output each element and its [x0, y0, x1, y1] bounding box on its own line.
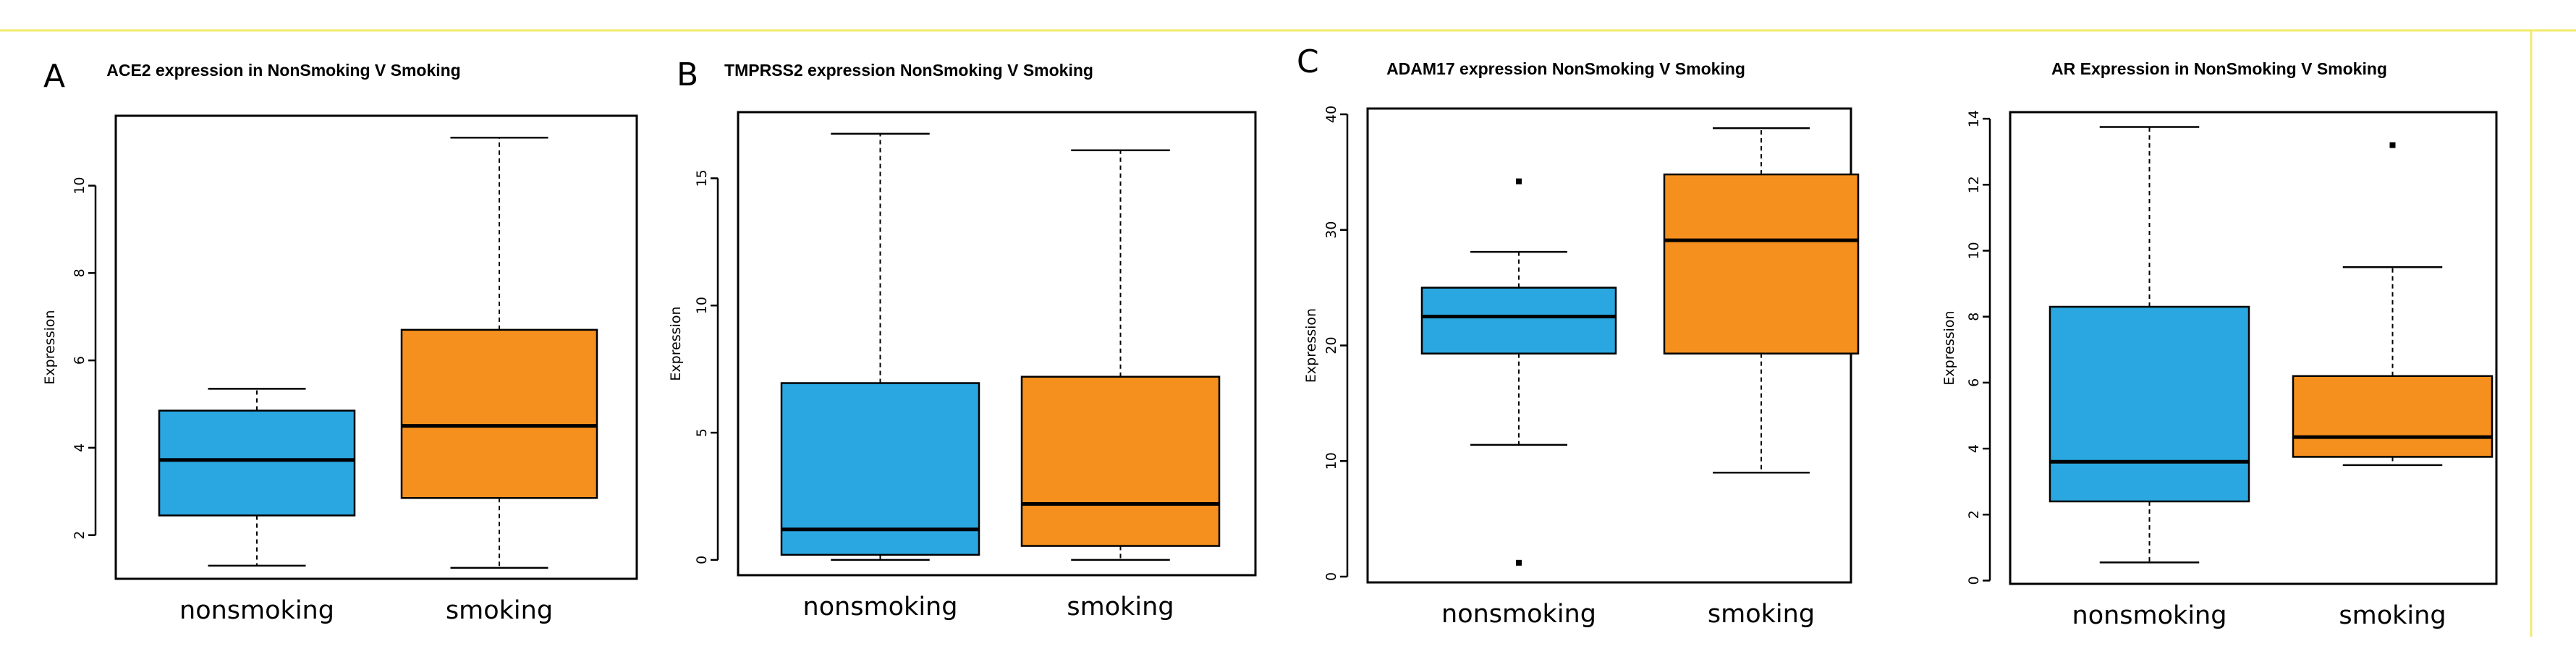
y-tick-label: 0 — [1323, 572, 1339, 581]
chart-title: TMPRSS2 expression NonSmoking V Smoking — [724, 61, 1093, 80]
box-smoking — [1020, 375, 1221, 547]
chart-title: ADAM17 expression NonSmoking V Smoking — [1386, 59, 1745, 78]
y-tick-label: 14 — [1966, 110, 1982, 127]
box-nonsmoking — [158, 409, 356, 517]
y-axis-label: Expression — [1303, 308, 1319, 383]
outlier-point — [2389, 142, 2396, 148]
y-tick-label: 0 — [1966, 576, 1982, 585]
y-tick-label: 30 — [1323, 221, 1339, 239]
plot-frame — [2009, 111, 2498, 585]
y-tick-label: 10 — [1323, 452, 1339, 470]
y-tick-label: 0 — [694, 556, 710, 564]
x-category-label: nonsmoking — [2072, 601, 2227, 630]
y-tick-label: 6 — [72, 356, 88, 365]
y-tick-label: 40 — [1323, 106, 1339, 123]
outlier-point — [1516, 178, 1522, 184]
y-tick-label: 8 — [72, 268, 88, 277]
chart-title: AR Expression in NonSmoking V Smoking — [2051, 59, 2387, 78]
panel-label: C — [1297, 43, 1319, 80]
x-category-label: nonsmoking — [179, 596, 334, 625]
y-tick-label: 10 — [694, 297, 710, 314]
y-tick-label: 2 — [1966, 510, 1982, 519]
y-axis-label: Expression — [42, 310, 58, 384]
plot-frame — [114, 114, 638, 580]
box-smoking — [1663, 173, 1860, 355]
boxplot-panel-2: TMPRSS2 expression NonSmoking V Smoking B… — [668, 56, 1257, 621]
panel-label: B — [677, 56, 698, 93]
boxplot-panel-1: ACE2 expression in NonSmoking V Smoking A… — [42, 58, 638, 625]
y-tick-label: 15 — [694, 169, 710, 187]
y-tick-label: 5 — [694, 428, 710, 437]
panel-label: A — [43, 58, 65, 95]
x-category-label: smoking — [2339, 601, 2446, 630]
box-smoking — [400, 328, 598, 499]
box-nonsmoking — [780, 382, 980, 556]
x-category-label: smoking — [1067, 593, 1174, 621]
outlier-point — [1516, 559, 1522, 566]
boxplot-panel-3: ADAM17 expression NonSmoking V Smoking C E… — [1297, 43, 1860, 629]
y-tick-label: 10 — [1966, 242, 1982, 259]
y-tick-label: 4 — [1966, 444, 1982, 453]
boxplot-panel-4: AR Expression in NonSmoking V Smoking Exp… — [1941, 59, 2498, 630]
y-tick-label: 8 — [1966, 313, 1982, 321]
x-category-label: smoking — [1708, 600, 1815, 629]
y-tick-label: 4 — [72, 444, 88, 452]
box-smoking — [2292, 375, 2494, 458]
x-category-label: nonsmoking — [803, 593, 958, 621]
y-tick-label: 20 — [1323, 336, 1339, 354]
x-category-label: smoking — [446, 596, 553, 625]
box-nonsmoking — [2048, 305, 2250, 503]
box-nonsmoking — [1420, 287, 1617, 355]
y-tick-label: 6 — [1966, 378, 1982, 387]
y-axis-label: Expression — [1941, 310, 1957, 385]
x-category-label: nonsmoking — [1441, 600, 1596, 629]
y-tick-label: 2 — [72, 531, 88, 540]
chart-title: ACE2 expression in NonSmoking V Smoking — [106, 61, 460, 80]
y-tick-label: 12 — [1966, 176, 1982, 193]
plot-frame — [737, 111, 1257, 577]
y-axis-label: Expression — [668, 306, 684, 381]
y-tick-label: 10 — [72, 177, 88, 195]
